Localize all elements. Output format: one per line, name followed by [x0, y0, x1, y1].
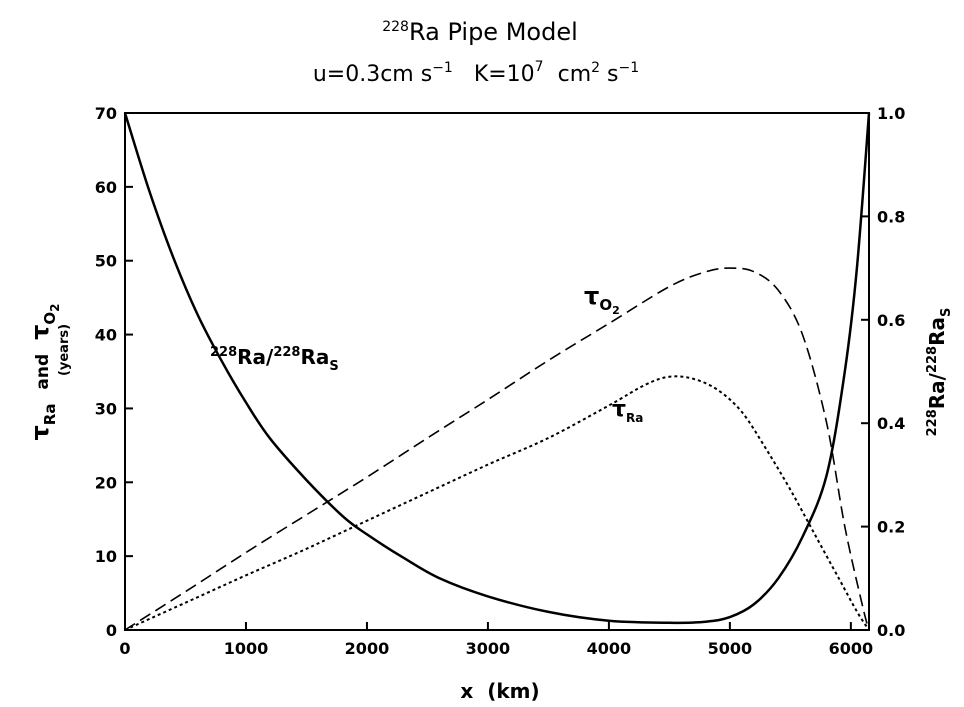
left-y-tick-label: 50 — [95, 252, 117, 271]
left-y-axis-ticks: 0 10 20 30 40 50 60 70 — [95, 104, 133, 640]
right-y-tick-label: 0.4 — [877, 414, 905, 433]
curve-label-tau-ra: τRa — [612, 397, 643, 425]
left-y-tick-label: 0 — [106, 621, 117, 640]
svg-text:228Ra/228RaS: 228Ra/228RaS — [925, 308, 954, 437]
x-axis-label: x (km) — [460, 679, 539, 703]
x-tick-label: 1000 — [224, 639, 269, 658]
series-line-0 — [123, 112, 871, 625]
right-y-tick-label: 1.0 — [877, 104, 905, 123]
x-tick-label: 0 — [119, 639, 130, 658]
right-y-axis-ticks: 0.0 0.2 0.4 0.6 0.8 1.0 — [861, 104, 905, 640]
series-line-1 — [124, 267, 870, 631]
right-y-tick-label: 0.8 — [877, 207, 905, 226]
title-text: Ra Pipe Model — [409, 18, 578, 46]
x-tick-label: 4000 — [587, 639, 632, 658]
x-tick-label: 3000 — [466, 639, 511, 658]
series-line-2 — [124, 375, 870, 631]
svg-text:(years): (years) — [57, 324, 72, 376]
left-y-axis-label: τRa and τO2 (years) — [26, 303, 72, 440]
curve-label-ra-ratio: 228Ra/228RaS — [210, 345, 339, 374]
series-layer — [123, 112, 871, 631]
right-y-tick-label: 0.6 — [877, 311, 905, 330]
left-y-tick-label: 40 — [95, 326, 117, 345]
left-y-tick-label: 20 — [95, 473, 117, 492]
chart-title: 228Ra Pipe Model — [382, 18, 578, 46]
curve-label-tau-o2: τO2 — [584, 282, 620, 317]
right-y-tick-label: 0.2 — [877, 518, 905, 537]
plot-frame — [124, 112, 870, 631]
svg-text:τRa and τO2: τRa and τO2 — [26, 303, 62, 440]
right-y-axis-label: 228Ra/228RaS — [925, 308, 954, 437]
x-axis-ticks: 0 1000 2000 3000 4000 5000 6000 — [119, 622, 873, 658]
x-tick-label: 6000 — [829, 639, 874, 658]
x-tick-label: 2000 — [345, 639, 390, 658]
left-y-tick-label: 30 — [95, 399, 117, 418]
right-y-tick-label: 0.0 — [877, 621, 905, 640]
left-y-tick-label: 70 — [95, 104, 117, 123]
chart-subtitle: u=0.3cm s−1 K=107 cm2 s−1 — [313, 59, 639, 87]
left-y-tick-label: 60 — [95, 178, 117, 197]
x-tick-label: 5000 — [708, 639, 753, 658]
title-isotope-superscript: 228 — [382, 19, 409, 35]
left-y-tick-label: 10 — [95, 547, 117, 566]
